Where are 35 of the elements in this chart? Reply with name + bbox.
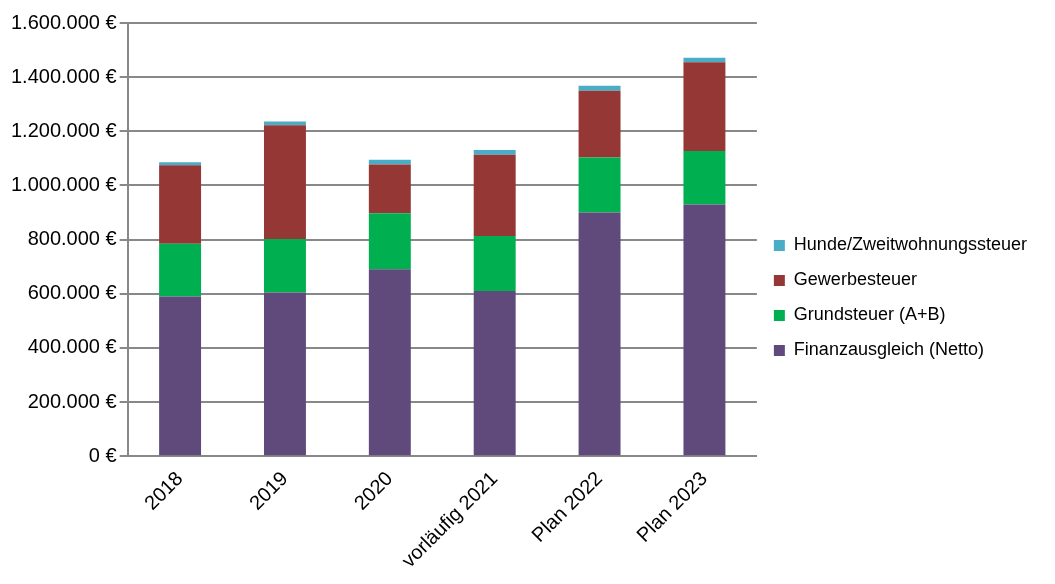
bar <box>473 236 516 292</box>
bar <box>159 162 202 166</box>
bar <box>263 125 306 240</box>
bar <box>263 239 306 293</box>
bar <box>578 212 621 456</box>
bar <box>159 296 202 456</box>
y-tick-label: 800.000 € <box>27 227 117 250</box>
y-tick-label: 1.600.000 € <box>11 10 117 33</box>
y-tick-label: 0 € <box>88 443 117 466</box>
legend-label: Gewerbesteuer <box>793 269 917 290</box>
y-tick-label: 1.200.000 € <box>11 118 117 141</box>
y-tick-label: 600.000 € <box>27 281 117 304</box>
y-tick-label: 400.000 € <box>27 335 117 358</box>
y-tick-label: 1.000.000 € <box>11 172 117 195</box>
bar <box>578 85 621 91</box>
bar <box>473 149 516 155</box>
bar <box>683 151 726 205</box>
bar <box>578 90 621 158</box>
bar <box>473 154 516 237</box>
bar <box>368 164 411 214</box>
bar <box>473 291 516 456</box>
y-tick-label: 200.000 € <box>27 389 117 412</box>
bar <box>683 62 726 152</box>
bar <box>368 159 411 165</box>
y-tick-label: 1.400.000 € <box>11 64 117 87</box>
legend-label: Finanzausgleich (Netto) <box>793 339 984 360</box>
bar <box>263 292 306 456</box>
bar <box>159 165 202 244</box>
bar <box>683 204 726 456</box>
bar <box>368 213 411 270</box>
bar <box>159 243 202 297</box>
bar <box>368 269 411 456</box>
legend-label: Grundsteuer (A+B) <box>793 304 946 325</box>
bar <box>578 157 621 213</box>
legend-label: Hunde/Zweitwohnungssteuer <box>793 234 1028 255</box>
